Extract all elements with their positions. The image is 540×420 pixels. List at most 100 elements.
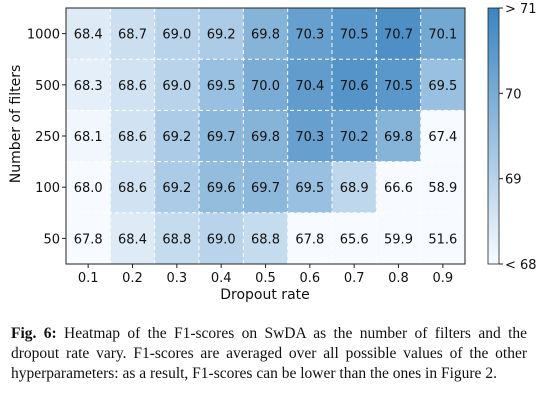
cell-value-label: 69.7: [207, 130, 236, 145]
cell-value-label: 68.6: [118, 79, 147, 94]
heatmap-cell: [154, 161, 200, 214]
cell-value-label: 69.0: [162, 79, 191, 94]
heatmap-cell: [110, 212, 156, 265]
x-axis-label: Dropout rate: [220, 287, 310, 303]
cell-value-label: 68.4: [118, 232, 147, 247]
heatmap-cell: [154, 110, 200, 163]
cell-value-label: 70.0: [251, 79, 280, 94]
heatmap-cell: [110, 161, 156, 214]
cell-value-label: 68.1: [74, 130, 103, 145]
x-tick-label: 0.6: [299, 271, 320, 286]
plot-frame: [65, 7, 466, 265]
cell-value-label: 68.6: [118, 130, 147, 145]
heatmap-cell: [420, 212, 466, 265]
cell-value-label: 68.8: [162, 232, 191, 247]
cell-value-label: 69.8: [251, 28, 280, 43]
cell-value-label: 69.8: [251, 130, 280, 145]
cell-value-label: 69.2: [162, 130, 191, 145]
cell-value-label: 68.7: [118, 28, 147, 43]
heatmap-cell: [376, 59, 422, 111]
y-tick-label: 50: [43, 232, 60, 247]
heatmap-cell: [376, 110, 422, 163]
heatmap-cell: [66, 8, 111, 60]
cell-value-label: 68.3: [74, 79, 103, 94]
cell-value-label: 67.8: [295, 232, 324, 247]
caption-text: Heatmap of the F1-scores on SwDA as the …: [11, 325, 528, 382]
cell-value-label: 59.9: [384, 232, 413, 247]
heatmap-cell: [66, 59, 111, 111]
colorbar-tick-label: > 71: [505, 2, 537, 17]
heatmap-cell: [66, 212, 111, 265]
heatmap-cell: [332, 8, 377, 60]
cell-value-label: 70.3: [295, 28, 324, 43]
cell-value-label: 70.4: [295, 79, 324, 94]
x-tick-label: 0.3: [166, 271, 187, 286]
x-tick-label: 0.4: [211, 271, 232, 286]
heatmap-cell: [420, 110, 466, 163]
cell-value-label: 51.6: [428, 232, 457, 247]
cell-value-label: 70.5: [340, 28, 369, 43]
heatmap-cell: [110, 8, 156, 60]
y-tick-label: 250: [35, 130, 60, 145]
heatmap-cell: [243, 110, 289, 163]
heatmap-cell: [66, 161, 111, 214]
heatmap-cell: [154, 59, 200, 111]
heatmap-cell: [420, 161, 466, 214]
heatmap-cell: [243, 161, 289, 214]
colorbar-tick-label: 70: [505, 87, 522, 102]
cell-value-label: 68.0: [74, 181, 103, 196]
heatmap-cell: [376, 161, 422, 214]
cell-value-label: 68.8: [251, 232, 280, 247]
y-axis-label: Number of filters: [8, 65, 24, 184]
heatmap-cell: [376, 212, 422, 265]
heatmap-cell: [154, 8, 200, 60]
x-tick-label: 0.1: [78, 271, 99, 286]
cell-value-label: 70.2: [340, 130, 369, 145]
heatmap-cell: [332, 161, 377, 214]
heatmap-cell: [199, 59, 244, 111]
heatmap-cell: [243, 212, 289, 265]
colorbar: > 71 70 69 < 68: [487, 2, 537, 273]
heatmap-cell: [287, 8, 333, 60]
cell-value-label: 67.8: [74, 232, 103, 247]
cell-value-label: 70.6: [340, 79, 369, 94]
cell-value-label: 69.2: [207, 28, 236, 43]
cell-value-label: 69.6: [207, 181, 236, 196]
figure-caption: Fig. 6: Heatmap of the F1-scores on SwDA…: [11, 324, 527, 384]
x-tick-label: 0.7: [344, 271, 365, 286]
cell-value-label: 68.9: [340, 181, 369, 196]
heatmap-cell: [420, 8, 466, 60]
heatmap-cell: [199, 110, 244, 163]
heatmap-cell: [287, 212, 333, 265]
heatmap-cell: [332, 110, 377, 163]
heatmap-cell: [199, 212, 244, 265]
y-tick-labels: 1000 500 250 100 50: [27, 28, 66, 247]
x-tick-label: 0.9: [432, 271, 453, 286]
cell-value-label: 66.6: [384, 181, 413, 196]
cell-value-label: 68.6: [118, 181, 147, 196]
heatmap-cell: [110, 59, 156, 111]
heatmap-cell: [332, 212, 377, 265]
cell-value-label: 67.4: [428, 130, 457, 145]
heatmap-value-labels: 68.4 68.7 69.0 69.2 69.8 70.3 70.5 70.7 70.1 68.3…: [74, 28, 458, 248]
cell-value-label: 69.0: [162, 28, 191, 43]
heatmap-cell: [287, 110, 333, 163]
y-tick-label: 100: [35, 181, 60, 196]
cell-value-label: 58.9: [428, 181, 457, 196]
cell-value-label: 69.5: [207, 79, 236, 94]
cell-value-label: 65.6: [340, 232, 369, 247]
cell-value-label: 70.5: [384, 79, 413, 94]
y-tick-label: 500: [35, 79, 60, 94]
heatmap-cell: [243, 8, 289, 60]
heatmap-cell: [287, 161, 333, 214]
cell-value-label: 70.1: [428, 28, 457, 43]
cell-value-label: 69.5: [428, 79, 457, 94]
x-tick-label: 0.5: [255, 271, 276, 286]
cell-value-label: 70.7: [384, 28, 413, 43]
cell-value-label: 68.4: [74, 28, 103, 43]
cell-value-label: 69.7: [251, 181, 280, 196]
heatmap-chart: 68.4 68.7 69.0 69.2 69.8 70.3 70.5 70.7 70.1 68.3…: [8, 2, 537, 303]
heatmap-cell: [243, 59, 289, 111]
y-tick-label: 1000: [27, 28, 60, 43]
cell-value-label: 69.8: [384, 130, 413, 145]
